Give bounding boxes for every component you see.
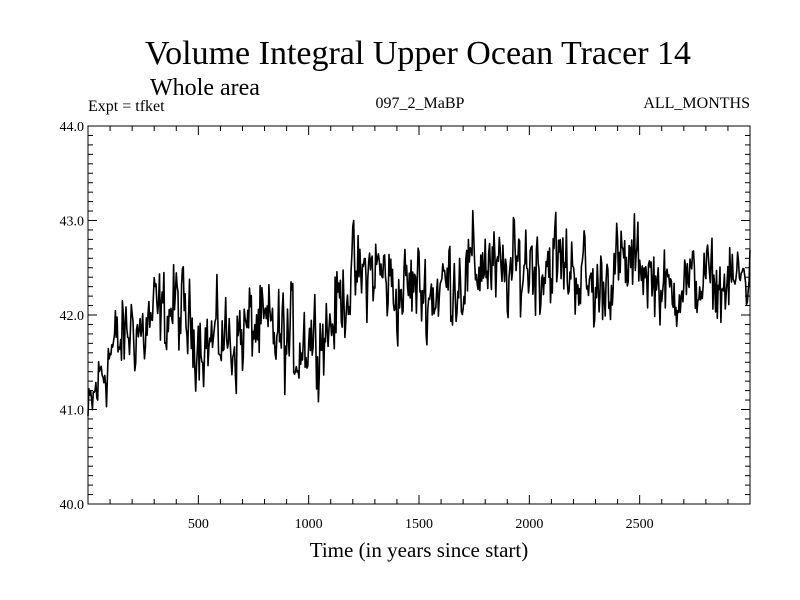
x-tick-label: 500 — [188, 517, 209, 532]
run-label: 097_2_MaBP — [376, 95, 465, 112]
series-line — [87, 209, 751, 417]
y-tick-label: 42.0 — [60, 309, 85, 324]
experiment-label: Expt = tfket — [88, 98, 165, 115]
x-tick-label: 1000 — [295, 517, 323, 532]
x-tick-label: 2000 — [515, 517, 543, 532]
axis-tick-labels: 500 1000 1500 2000 2500 40.0 41.0 42.0 43.0 44.0 — [60, 120, 654, 532]
plot-frame — [87, 125, 751, 505]
axis-ticks — [88, 126, 750, 504]
y-tick-label: 41.0 — [60, 404, 85, 419]
x-tick-label: 1500 — [405, 517, 433, 532]
y-tick-label: 40.0 — [60, 498, 85, 513]
y-tick-label: 43.0 — [60, 215, 85, 230]
chart-subtitle: Whole area — [150, 75, 260, 101]
months-label: ALL_MONTHS — [643, 95, 750, 112]
x-tick-label: 2500 — [626, 517, 654, 532]
x-axis-label: Time (in years since start) — [310, 538, 529, 562]
chart-title: Volume Integral Upper Ocean Tracer 14 — [145, 35, 691, 72]
y-tick-label: 44.0 — [60, 120, 85, 135]
